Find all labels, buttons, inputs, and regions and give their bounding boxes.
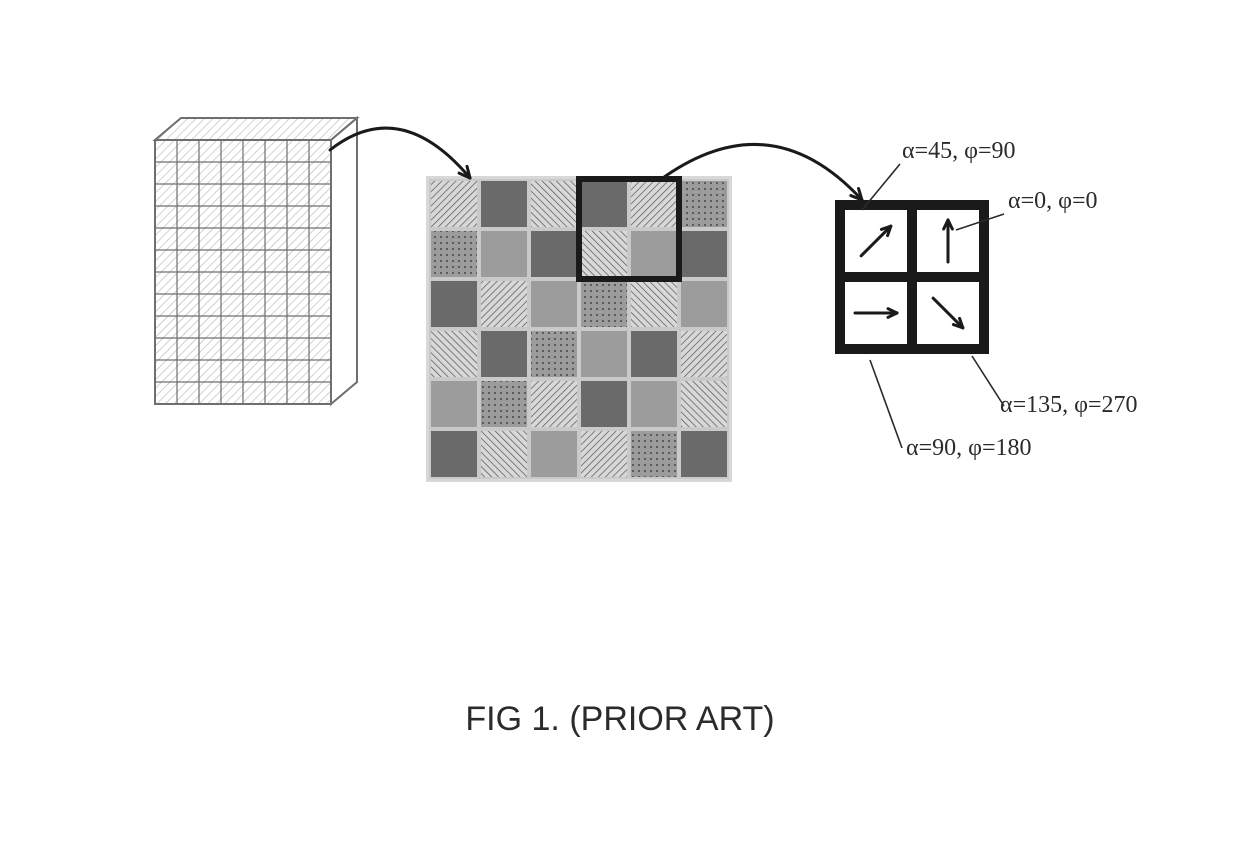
mosaic-tile (580, 280, 628, 328)
mosaic-tile (480, 380, 528, 428)
mosaic-tile (430, 430, 478, 478)
mosaic-tile (480, 230, 528, 278)
mosaic-tile (580, 430, 628, 478)
mosaic-tile (430, 180, 478, 228)
panel-mosaic (426, 176, 732, 482)
mosaic-tile (680, 280, 728, 328)
mosaic-tile (480, 330, 528, 378)
mosaic-tile (680, 180, 728, 228)
mosaic-tile (430, 380, 478, 428)
mosaic-tile (530, 430, 578, 478)
panel-cell-grid (840, 205, 984, 349)
mosaic-tile (480, 430, 528, 478)
mosaic-tile (480, 180, 528, 228)
mosaic-tile (480, 280, 528, 328)
annotation-leader-bl (870, 360, 902, 448)
mosaic-tile (530, 380, 578, 428)
mosaic-tile (580, 380, 628, 428)
annotation-label-tl: α=45, φ=90 (902, 138, 1016, 165)
mosaic-tile (630, 180, 678, 228)
mosaic-tile (430, 280, 478, 328)
mosaic-tile (630, 330, 678, 378)
annotation-label-tr: α=0, φ=0 (1008, 188, 1098, 215)
mosaic-tile (530, 330, 578, 378)
mosaic-tile (580, 330, 628, 378)
mosaic-tile (430, 330, 478, 378)
panel-3d-slab (155, 118, 357, 404)
mosaic-tile (530, 180, 578, 228)
mosaic-tile (630, 230, 678, 278)
figure-caption: FIG 1. (PRIOR ART) (0, 700, 1240, 739)
mosaic-tile (580, 230, 628, 278)
mosaic-tile (680, 330, 728, 378)
annotation-label-br: α=135, φ=270 (1000, 392, 1138, 419)
mosaic-tile (680, 430, 728, 478)
mosaic-tile (630, 280, 678, 328)
mosaic-tile (530, 280, 578, 328)
mosaic-tile (680, 230, 728, 278)
mosaic-tile (630, 430, 678, 478)
mosaic-tile (630, 380, 678, 428)
mosaic-tile (680, 380, 728, 428)
mosaic-tile (580, 180, 628, 228)
annotation-label-bl: α=90, φ=180 (906, 435, 1032, 462)
mosaic-tile (430, 230, 478, 278)
mosaic-tile (530, 230, 578, 278)
